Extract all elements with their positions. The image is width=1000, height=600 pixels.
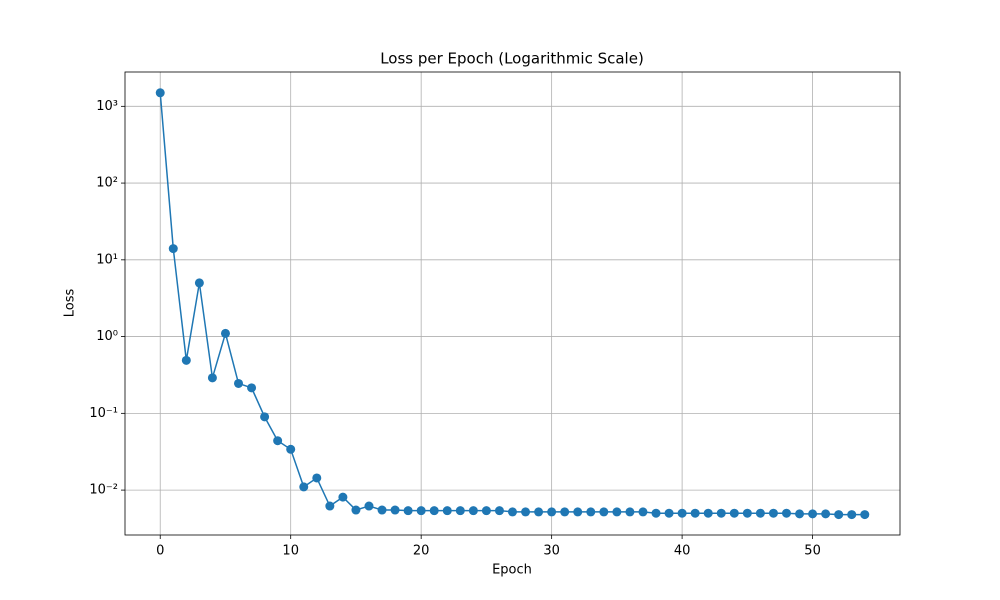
point bbox=[481, 506, 491, 516]
y-tick-label: 10⁻² bbox=[89, 483, 118, 498]
point bbox=[664, 508, 674, 518]
x-tick-label: 0 bbox=[156, 544, 164, 559]
point bbox=[325, 501, 335, 511]
point bbox=[781, 508, 791, 518]
point bbox=[534, 507, 544, 517]
point bbox=[338, 492, 348, 502]
point bbox=[547, 507, 557, 517]
x-tick-label: 30 bbox=[543, 544, 560, 559]
point bbox=[351, 505, 361, 515]
point bbox=[273, 436, 283, 446]
point bbox=[299, 482, 309, 492]
plot-frame bbox=[124, 71, 901, 536]
point bbox=[207, 373, 217, 383]
point bbox=[651, 508, 661, 518]
y-axis-label: Loss bbox=[63, 289, 78, 318]
y-tick-label: 10² bbox=[96, 176, 118, 191]
point bbox=[768, 508, 778, 518]
point bbox=[599, 507, 609, 517]
point bbox=[377, 505, 387, 515]
x-tick-label: 40 bbox=[674, 544, 691, 559]
point bbox=[860, 510, 870, 520]
point bbox=[847, 510, 857, 520]
point bbox=[612, 507, 622, 517]
point bbox=[312, 473, 322, 483]
point bbox=[194, 278, 204, 288]
point bbox=[560, 507, 570, 517]
point bbox=[586, 507, 596, 517]
point bbox=[808, 509, 818, 519]
point bbox=[729, 508, 739, 518]
point bbox=[416, 506, 426, 516]
point bbox=[234, 378, 244, 388]
point bbox=[260, 412, 270, 422]
point bbox=[155, 88, 165, 98]
point bbox=[390, 505, 400, 515]
y-tick-label: 10⁰ bbox=[96, 329, 118, 344]
point bbox=[573, 507, 583, 517]
point bbox=[625, 507, 635, 517]
x-axis-label: Epoch bbox=[492, 563, 532, 578]
point bbox=[703, 508, 713, 518]
point bbox=[508, 507, 517, 517]
point bbox=[677, 508, 687, 518]
point bbox=[690, 508, 700, 518]
point bbox=[247, 383, 257, 393]
point bbox=[364, 501, 374, 511]
x-tick-label: 50 bbox=[804, 544, 821, 559]
point bbox=[455, 506, 465, 516]
point bbox=[442, 506, 452, 516]
y-tick-label: 10⁻¹ bbox=[89, 406, 118, 421]
point bbox=[286, 444, 296, 454]
line bbox=[159, 92, 865, 516]
point bbox=[494, 506, 504, 516]
point bbox=[755, 508, 765, 518]
x-tick-label: 20 bbox=[413, 544, 430, 559]
point bbox=[821, 509, 831, 519]
y-tick-label: 10¹ bbox=[96, 252, 118, 267]
point bbox=[638, 507, 648, 517]
point bbox=[168, 244, 178, 254]
x-tick-label: 10 bbox=[282, 544, 299, 559]
point bbox=[716, 508, 726, 518]
point bbox=[403, 506, 413, 516]
point bbox=[220, 328, 230, 338]
point bbox=[521, 507, 531, 517]
point bbox=[834, 510, 844, 520]
chart-title: Loss per Epoch (Logarithmic Scale) bbox=[380, 50, 644, 68]
point bbox=[181, 355, 191, 365]
point bbox=[429, 506, 439, 516]
point bbox=[795, 509, 805, 519]
y-tick-label: 10³ bbox=[96, 99, 118, 114]
point bbox=[468, 506, 478, 516]
point bbox=[742, 508, 752, 518]
